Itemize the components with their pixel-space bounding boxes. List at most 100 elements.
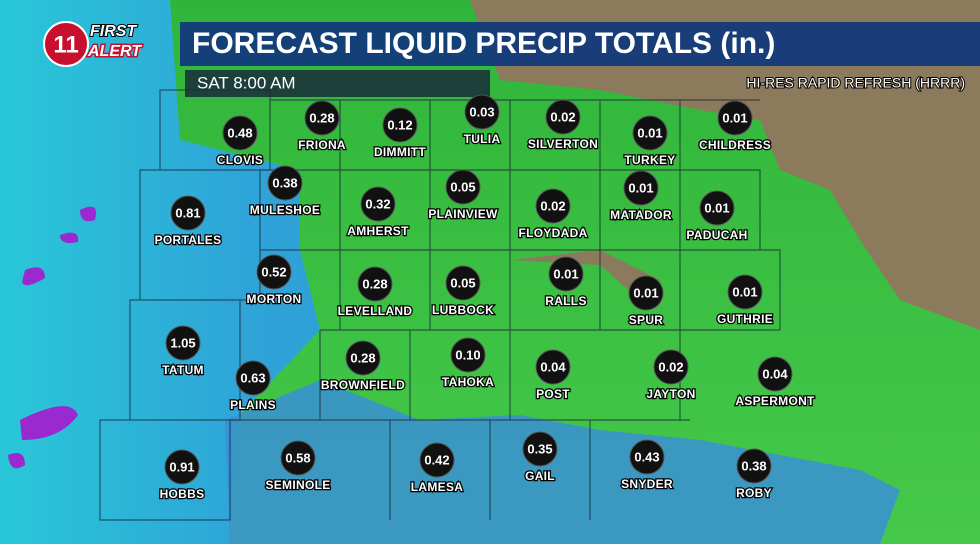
model: HI-RES RAPID REFRESH (HRRR) bbox=[746, 75, 965, 91]
value-badge bbox=[736, 448, 772, 484]
city-value: 0.01 bbox=[628, 180, 653, 195]
city-name: FRIONA bbox=[298, 138, 346, 152]
city-value: 0.52 bbox=[261, 264, 286, 279]
value-badge bbox=[280, 440, 316, 476]
value-badge bbox=[545, 99, 581, 135]
city-value: 0.01 bbox=[704, 200, 729, 215]
city-value: 0.01 bbox=[732, 284, 757, 299]
city-name: JAYTON bbox=[646, 387, 695, 401]
city-value: 0.63 bbox=[240, 370, 265, 385]
value-badge bbox=[628, 275, 664, 311]
city-name: SPUR bbox=[629, 313, 664, 327]
city-name: TULIA bbox=[464, 132, 501, 146]
city-name: HOBBS bbox=[160, 487, 205, 501]
city-value: 0.28 bbox=[350, 350, 375, 365]
city-name: PLAINVIEW bbox=[428, 207, 498, 221]
city-value: 0.03 bbox=[469, 104, 494, 119]
city-value: 0.38 bbox=[741, 458, 766, 473]
terrain-patch bbox=[510, 250, 660, 300]
city-value: 0.04 bbox=[762, 366, 788, 381]
city-value: 0.35 bbox=[527, 441, 552, 456]
value-badge bbox=[653, 349, 689, 385]
city-value: 0.01 bbox=[637, 125, 662, 140]
value-badge bbox=[445, 169, 481, 205]
city-value: 0.42 bbox=[424, 452, 449, 467]
city-name: TAHOKA bbox=[442, 375, 494, 389]
city-name: CLOVIS bbox=[217, 153, 263, 167]
city-name: MATADOR bbox=[610, 208, 672, 222]
city-name: MULESHOE bbox=[250, 203, 320, 217]
value-badge bbox=[256, 254, 292, 290]
value-badge bbox=[522, 431, 558, 467]
value-badge bbox=[717, 100, 753, 136]
time: SAT 8:00 AM bbox=[197, 73, 296, 92]
value-badge bbox=[267, 165, 303, 201]
city-name: TATUM bbox=[162, 363, 204, 377]
terrain-region bbox=[470, 0, 980, 330]
city-value: 0.81 bbox=[175, 205, 200, 220]
city-name: SILVERTON bbox=[528, 137, 598, 151]
value-badge bbox=[623, 170, 659, 206]
city-value: 0.01 bbox=[633, 285, 658, 300]
city-name: PORTALES bbox=[155, 233, 222, 247]
value-badge bbox=[629, 439, 665, 475]
blue-region bbox=[225, 380, 900, 544]
value-badge bbox=[727, 274, 763, 310]
city-name: ROBY bbox=[736, 486, 772, 500]
city-value: 0.28 bbox=[362, 276, 387, 291]
value-badge bbox=[170, 195, 206, 231]
city-name: ASPERMONT bbox=[735, 394, 815, 408]
city-name: SNYDER bbox=[621, 477, 673, 491]
value-badge bbox=[464, 94, 500, 130]
city-name: RALLS bbox=[545, 294, 587, 308]
city-name: PADUCAH bbox=[686, 228, 747, 242]
time-bar bbox=[185, 70, 490, 97]
city-name: SEMINOLE bbox=[265, 478, 330, 492]
city-value: 0.05 bbox=[450, 179, 475, 194]
value-badge bbox=[357, 266, 393, 302]
city-value: 0.32 bbox=[365, 196, 390, 211]
value-badge bbox=[235, 360, 271, 396]
city-value: 0.91 bbox=[169, 459, 194, 474]
city-name: LAMESA bbox=[411, 480, 463, 494]
logo-line2: ALERT bbox=[87, 43, 142, 60]
value-badge bbox=[345, 340, 381, 376]
heavy-precip bbox=[8, 206, 96, 469]
city-value: 0.43 bbox=[634, 449, 659, 464]
value-badge bbox=[304, 100, 340, 136]
city-name: MORTON bbox=[247, 292, 302, 306]
city-name: POST bbox=[536, 387, 570, 401]
value-badge bbox=[450, 337, 486, 373]
city-value: 1.05 bbox=[170, 335, 195, 350]
city-name: TURKEY bbox=[624, 153, 675, 167]
city-name: AMHERST bbox=[347, 224, 409, 238]
title-bar bbox=[180, 22, 980, 66]
value-badge bbox=[419, 442, 455, 478]
city-value: 0.48 bbox=[227, 125, 252, 140]
city-value: 0.02 bbox=[550, 109, 575, 124]
value-badge bbox=[632, 115, 668, 151]
value-badge bbox=[164, 449, 200, 485]
city-name: LEVELLAND bbox=[338, 304, 413, 318]
logo-number: 11 bbox=[53, 31, 78, 58]
city-value: 0.58 bbox=[285, 450, 310, 465]
title: FORECAST LIQUID PRECIP TOTALS (in.) bbox=[192, 27, 775, 60]
city-value: 0.01 bbox=[722, 110, 747, 125]
logo-line1: FIRST bbox=[90, 23, 137, 40]
value-badge bbox=[222, 115, 258, 151]
city-value: 0.01 bbox=[553, 266, 578, 281]
value-badge bbox=[535, 188, 571, 224]
county-lines bbox=[99, 89, 781, 521]
city-name: PLAINS bbox=[230, 398, 276, 412]
city-value: 0.10 bbox=[455, 347, 480, 362]
logo: 11 FIRST ALERT bbox=[43, 21, 144, 67]
value-badge bbox=[445, 265, 481, 301]
city-name: FLOYDADA bbox=[518, 226, 587, 240]
value-badge bbox=[699, 190, 735, 226]
city-value: 0.02 bbox=[658, 359, 683, 374]
city-value: 0.38 bbox=[272, 175, 297, 190]
city-name: BROWNFIELD bbox=[321, 378, 405, 392]
value-badge bbox=[360, 186, 396, 222]
value-badge bbox=[548, 256, 584, 292]
